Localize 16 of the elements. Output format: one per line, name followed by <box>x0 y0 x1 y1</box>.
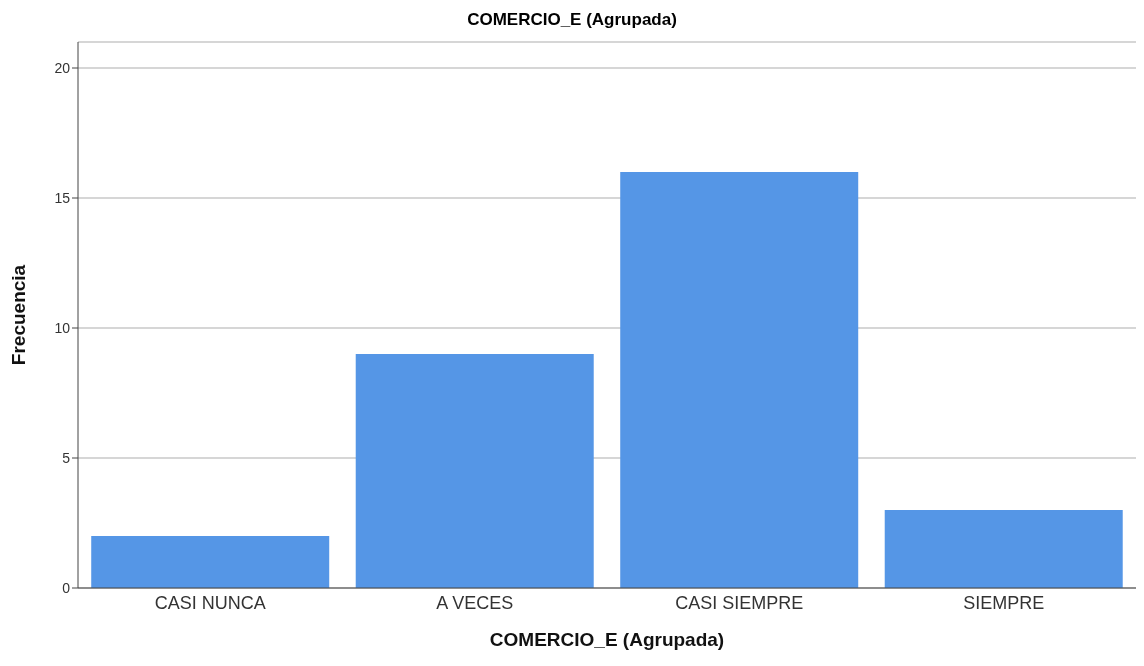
y-tick-label: 5 <box>62 449 71 466</box>
chart-title: COMERCIO_E (Agrupada) <box>466 9 678 31</box>
x-tick-label: A VECES <box>436 592 514 613</box>
bar <box>355 354 594 588</box>
y-tick-label: 15 <box>54 189 71 206</box>
y-tick-label: 10 <box>54 319 71 336</box>
y-tick-label: 0 <box>62 579 71 596</box>
x-tick-label: SIEMPRE <box>963 592 1045 613</box>
x-axis-title: COMERCIO_E (Agrupada) <box>489 629 725 650</box>
y-axis-title: Frecuencia <box>7 264 29 366</box>
x-tick-label: CASI NUNCA <box>154 592 266 613</box>
y-tick-label: 20 <box>54 59 71 76</box>
bar <box>884 510 1123 588</box>
bar <box>620 172 859 588</box>
bar <box>91 536 330 588</box>
x-tick-label: CASI SIEMPRE <box>675 592 804 613</box>
